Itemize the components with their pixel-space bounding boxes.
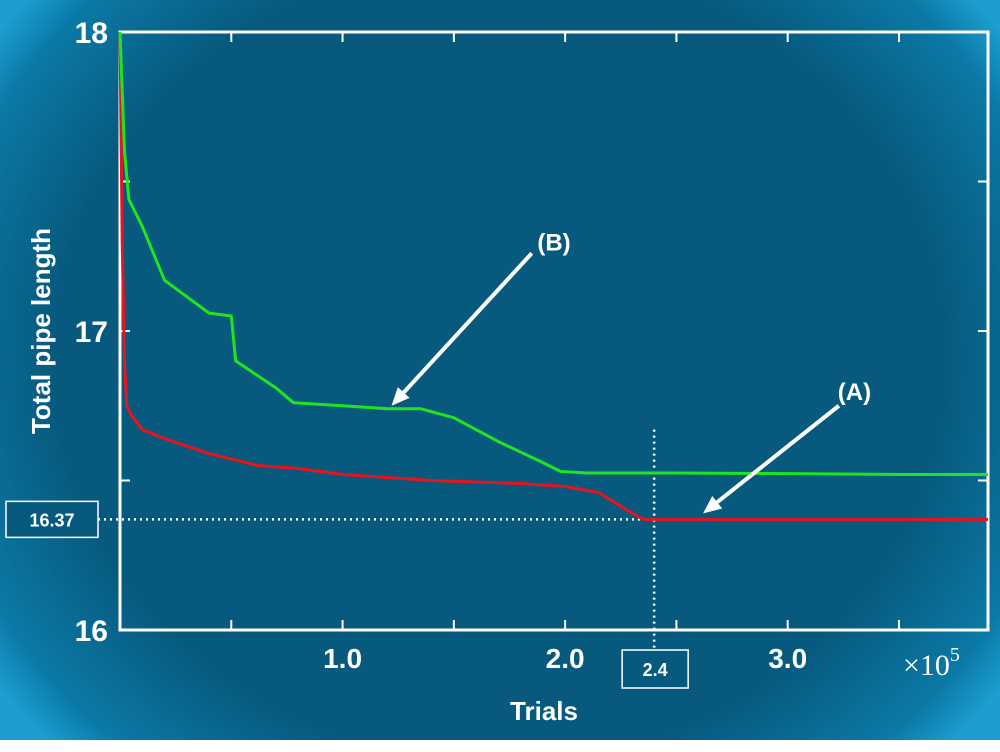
annotation-label-B: (B) bbox=[537, 229, 570, 256]
series-line-B bbox=[118, 31, 988, 476]
x-axis-multiplier-exponent: 5 bbox=[950, 644, 960, 666]
y-tick-label: 18 bbox=[75, 17, 108, 50]
annotations: (A) (B) bbox=[391, 229, 871, 514]
annotation-arrow-A bbox=[715, 404, 841, 504]
x-tick-labels: 1.0 2.0 3.0 bbox=[323, 643, 807, 674]
x-tick-label: 1.0 bbox=[323, 643, 362, 674]
series-line-A bbox=[118, 31, 988, 521]
y-tick-label: 17 bbox=[75, 316, 108, 349]
x-ticks bbox=[230, 32, 900, 630]
x-axis-title: Trials bbox=[510, 696, 578, 726]
reference-label-vertical: 2.4 bbox=[643, 660, 668, 680]
plot-area-border bbox=[118, 30, 990, 632]
annotation-label-A: (A) bbox=[838, 379, 871, 406]
x-tick-label: 2.0 bbox=[546, 643, 585, 674]
axes-layer: 1.0 2.0 3.0 18 17 16 bbox=[75, 17, 990, 674]
y-tick-labels: 18 17 16 bbox=[75, 17, 108, 648]
reference-label-box-horizontal bbox=[5, 500, 99, 539]
y-ticks bbox=[120, 31, 988, 631]
x-axis-multiplier: ×105 bbox=[903, 644, 960, 682]
y-tick-label: 16 bbox=[75, 615, 108, 648]
x-axis-multiplier-base: ×10 bbox=[903, 649, 950, 682]
reference-label-horizontal: 16.37 bbox=[29, 510, 74, 530]
series-layer bbox=[118, 31, 988, 521]
annotation-arrow-B bbox=[402, 251, 534, 394]
x-tick-label: 3.0 bbox=[768, 643, 807, 674]
annotation-arrowhead-A bbox=[703, 495, 723, 514]
annotation-arrowhead-B bbox=[391, 387, 410, 406]
y-axis-title: Total pipe length bbox=[26, 228, 56, 434]
reference-label-box-vertical bbox=[621, 649, 689, 689]
reference-lines: 16.37 2.4 bbox=[5, 429, 689, 689]
